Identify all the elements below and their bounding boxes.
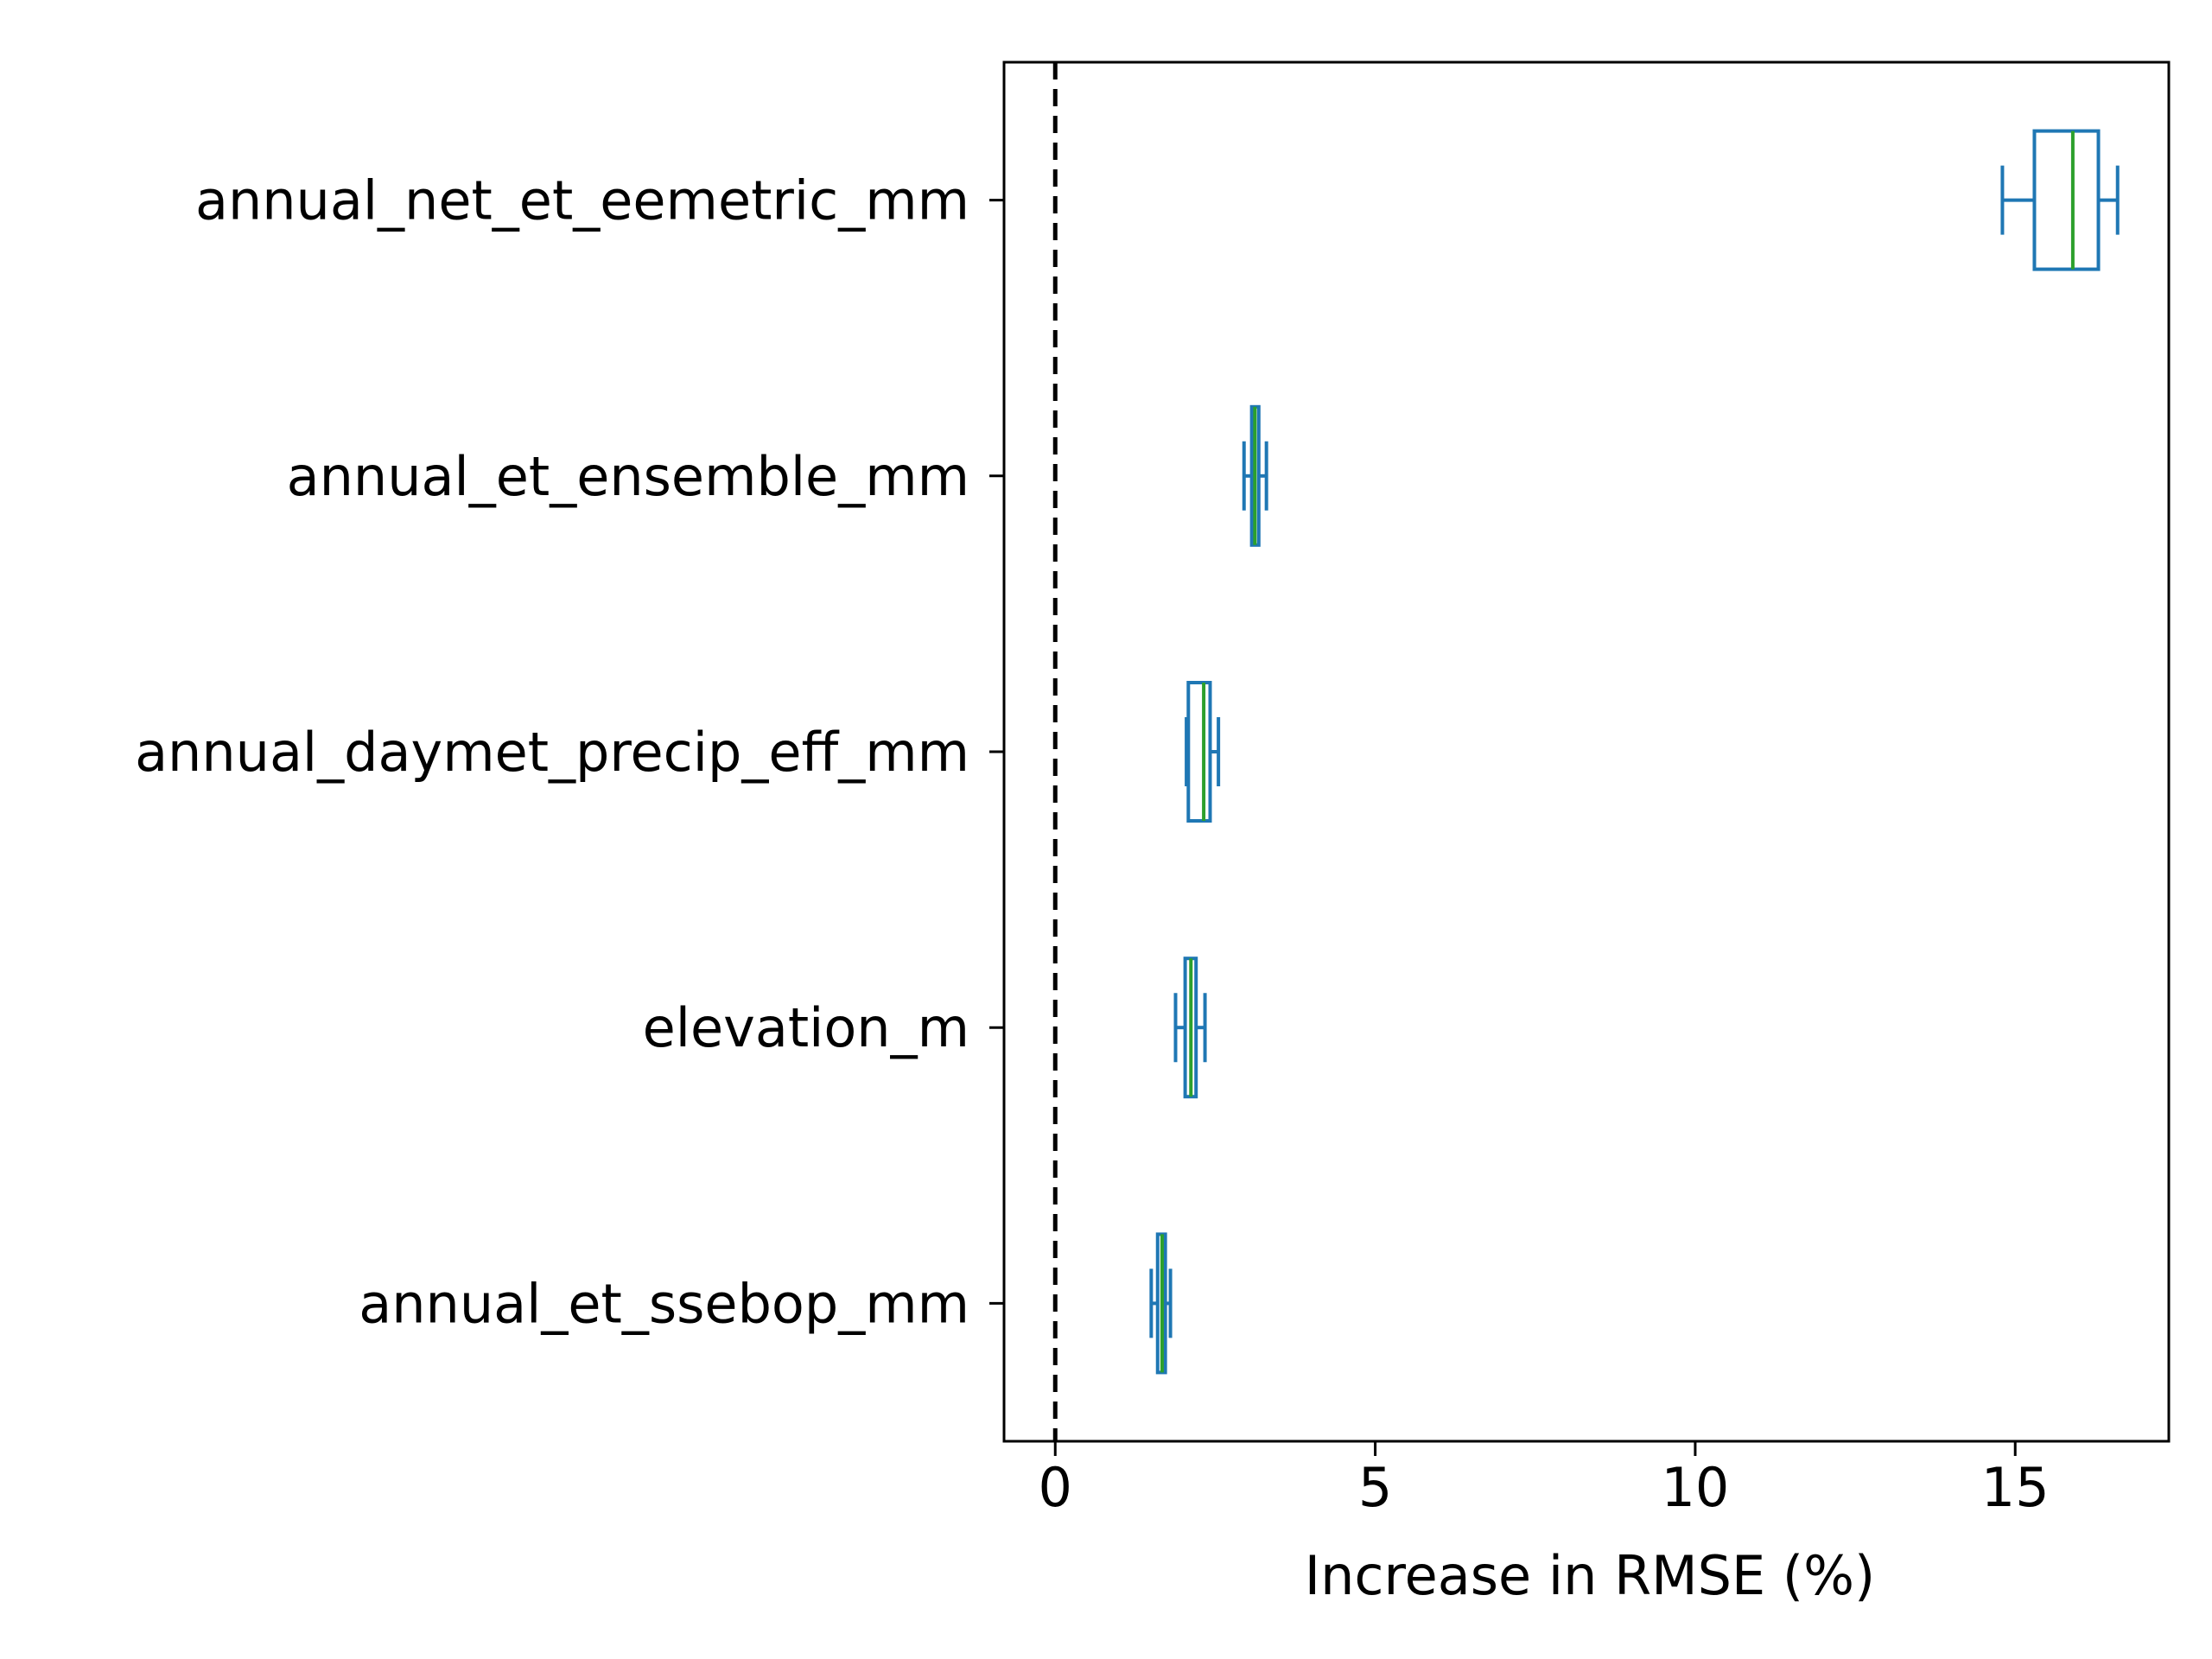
y-tick-label: annual_daymet_precip_eff_mm	[135, 721, 969, 784]
x-axis-label: Increase in RMSE (%)	[1305, 1544, 1875, 1607]
y-tick-label: annual_net_et_eemetric_mm	[195, 169, 969, 232]
x-tick-label: 0	[1039, 1456, 1072, 1519]
x-tick-label: 10	[1661, 1456, 1729, 1519]
y-tick-label: annual_et_ensemble_mm	[287, 445, 969, 508]
box	[2032, 129, 2101, 271]
y-tick-label: elevation_m	[643, 996, 969, 1059]
box	[1186, 681, 1212, 823]
y-tick-label: annual_et_ssebop_mm	[359, 1272, 969, 1335]
plot-area: 0 5 10 15 annual_net_et_eemetric_mm annual_et…	[135, 60, 2171, 1519]
x-tick-label: 15	[1981, 1456, 2050, 1519]
plot-frame	[1002, 60, 2171, 1443]
x-tick-label: 5	[1358, 1456, 1392, 1519]
